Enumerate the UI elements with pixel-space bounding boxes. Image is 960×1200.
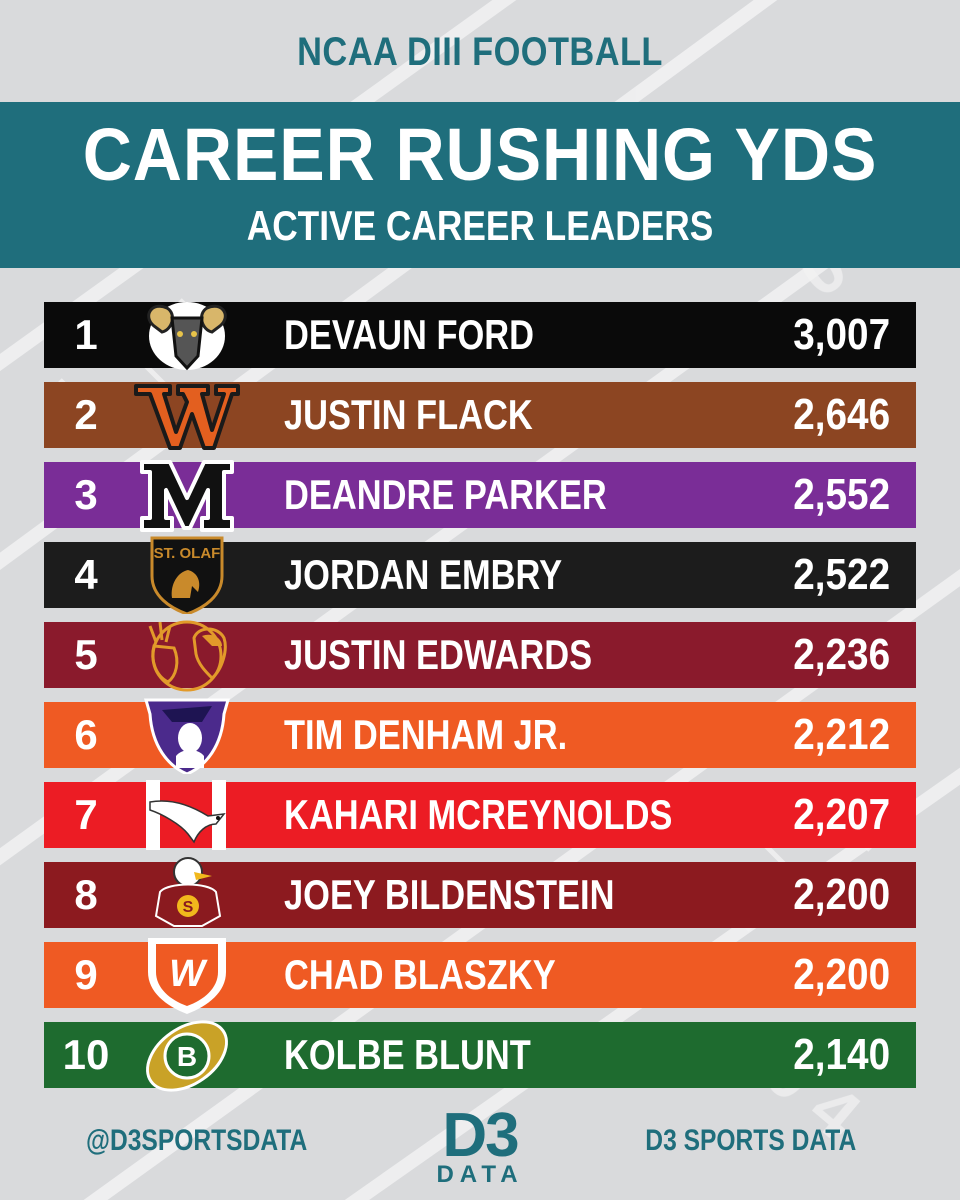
m-letter-icon (132, 456, 242, 534)
rank-number: 7 (74, 791, 98, 838)
leader-row-5: 5 JUSTIN EDWARDS 2,236 (44, 620, 916, 692)
leader-row-10: 10 B KOLBE BLUNT 2,140 (44, 1020, 916, 1092)
svg-text:B: B (177, 1041, 197, 1072)
b-football-icon: B (132, 1016, 242, 1094)
leader-row-7: 7 KAHARI MCREYNOLDS 2,207 (44, 780, 916, 850)
rushing-yards: 2,522 (793, 550, 890, 599)
page-title: CAREER RUSHING YDS (82, 113, 878, 196)
leader-row-8: 8 S JOEY BILDENSTEIN 2,200 (44, 857, 916, 928)
svg-text:ST. OLAF: ST. OLAF (154, 545, 221, 562)
twitter-handle: @D3SPORTSDATA (86, 1124, 308, 1157)
rank-number: 3 (74, 471, 98, 518)
ram-icon (132, 296, 242, 374)
rushing-yards: 2,140 (793, 1030, 890, 1079)
brand-name: D3 SPORTS DATA (645, 1124, 856, 1157)
player-name: KAHARI MCREYNOLDS (284, 791, 673, 838)
deer-spartan-icon (132, 616, 242, 694)
player-name: TIM DENHAM JR. (284, 711, 568, 758)
rushing-yards: 2,200 (793, 950, 890, 999)
player-name: DEVAUN FORD (284, 311, 535, 358)
eagle-mascot-icon: S (132, 856, 242, 934)
rushing-yards: 2,646 (793, 390, 890, 439)
leader-row-9: 9 W CHAD BLASZKY 2,200 (44, 938, 916, 1014)
player-name: JUSTIN FLACK (284, 391, 533, 438)
title-banner: CAREER RUSHING YDS ACTIVE CAREER LEADERS (0, 102, 960, 268)
player-name: CHAD BLASZKY (284, 951, 556, 998)
league-title: NCAA DIII FOOTBALL (297, 30, 663, 74)
d3-data-logo: D3 DATA (418, 1101, 542, 1192)
rank-number: 2 (74, 391, 98, 438)
rushing-yards: 2,212 (793, 710, 890, 759)
svg-text:S: S (183, 899, 194, 916)
rushing-yards: 2,200 (793, 870, 890, 919)
w-shield-icon: W (132, 936, 242, 1014)
player-name: JOEY BILDENSTEIN (284, 871, 615, 918)
hawk-h-icon (132, 776, 242, 854)
rank-number: 5 (74, 631, 98, 678)
rank-number: 8 (74, 871, 98, 918)
rank-number: 4 (74, 551, 98, 598)
rank-number: 10 (62, 1031, 110, 1078)
page-subtitle: ACTIVE CAREER LEADERS (246, 202, 714, 249)
minuteman-icon (132, 696, 242, 774)
svg-text:W: W (169, 953, 208, 995)
st-olaf-shield-icon: ST. OLAF (132, 536, 242, 614)
rank-number: 9 (74, 951, 98, 998)
leader-row-2: 2 JUSTIN FLACK 2,646 (44, 382, 916, 450)
rushing-yards: 2,207 (793, 790, 890, 839)
rushing-yards: 2,236 (793, 630, 890, 679)
rushing-yards: 2,552 (793, 470, 890, 519)
player-name: JUSTIN EDWARDS (284, 631, 593, 678)
w-serif-icon (132, 376, 242, 454)
rushing-yards: 3,007 (793, 310, 890, 359)
leader-row-1: 1 DEVAUN FORD 3,007 (44, 302, 916, 371)
logo-sub-text: DATA (436, 1161, 524, 1188)
player-name: JORDAN EMBRY (284, 551, 563, 598)
rank-number: 1 (74, 311, 98, 358)
leader-row-3: 3 DEANDRE PARKER 2,552 (44, 460, 916, 532)
logo-main-text: D3 (442, 1101, 519, 1170)
rank-number: 6 (74, 711, 98, 758)
player-name: DEANDRE PARKER (284, 471, 607, 518)
leader-row-4: 4 ST. OLAF JORDAN EMBRY 2,522 (44, 536, 916, 614)
player-name: KOLBE BLUNT (284, 1031, 531, 1078)
leader-row-6: 6 TIM DENHAM JR. 2,212 (44, 698, 916, 774)
